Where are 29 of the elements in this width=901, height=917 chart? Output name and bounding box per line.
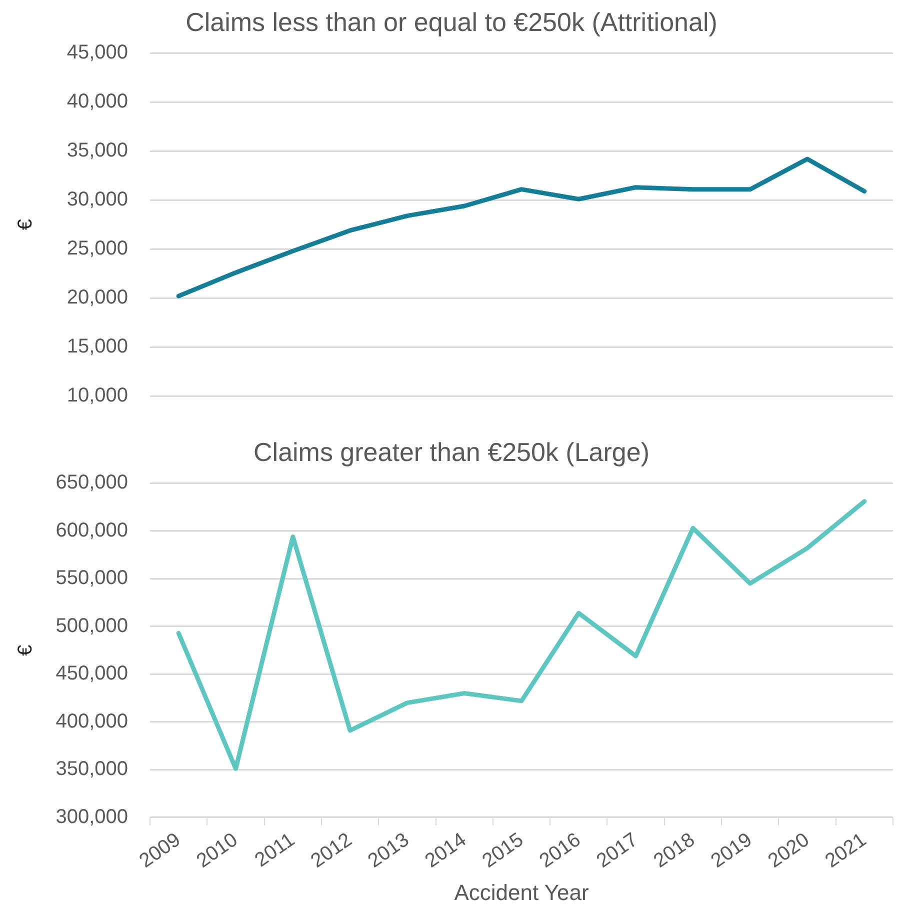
x-tick-label: 2021	[821, 828, 870, 872]
x-tick-label: 2013	[364, 828, 414, 872]
x-tick-label: 2011	[251, 828, 299, 872]
y-tick-label: 600,000	[56, 519, 128, 542]
y-tick-label: 300,000	[56, 806, 128, 828]
y-tick-label: 45,000	[66, 42, 128, 64]
y-axis-title: €	[14, 644, 37, 656]
y-tick-label: 650,000	[56, 472, 128, 494]
y-tick-label: 500,000	[56, 614, 128, 637]
y-tick-label: 30,000	[66, 188, 128, 211]
y-tick-label: 35,000	[66, 140, 128, 162]
x-tick-label: 2009	[136, 828, 185, 872]
y-tick-label: 400,000	[56, 710, 128, 732]
y-tick-label: 10,000	[66, 384, 128, 407]
x-tick-label: 2010	[192, 828, 242, 872]
y-tick-label: 40,000	[66, 90, 128, 113]
x-tick-label: 2018	[650, 828, 699, 872]
y-axis-title: €	[14, 219, 37, 230]
y-tick-label: 25,000	[66, 238, 128, 260]
y-tick-label: 15,000	[66, 336, 128, 358]
y-tick-label: 20,000	[66, 286, 128, 309]
y-tick-label: 550,000	[56, 567, 128, 590]
x-tick-label: 2019	[707, 828, 756, 872]
chart-title: Claims greater than €250k (Large)	[254, 436, 650, 467]
chart-title: Claims less than or equal to €250k (Attritional)	[186, 6, 718, 37]
y-tick-label: 450,000	[56, 662, 128, 685]
y-tick-label: 350,000	[56, 758, 128, 780]
x-tick-label: 2020	[764, 828, 814, 872]
x-axis-title: Accident Year	[454, 880, 589, 905]
